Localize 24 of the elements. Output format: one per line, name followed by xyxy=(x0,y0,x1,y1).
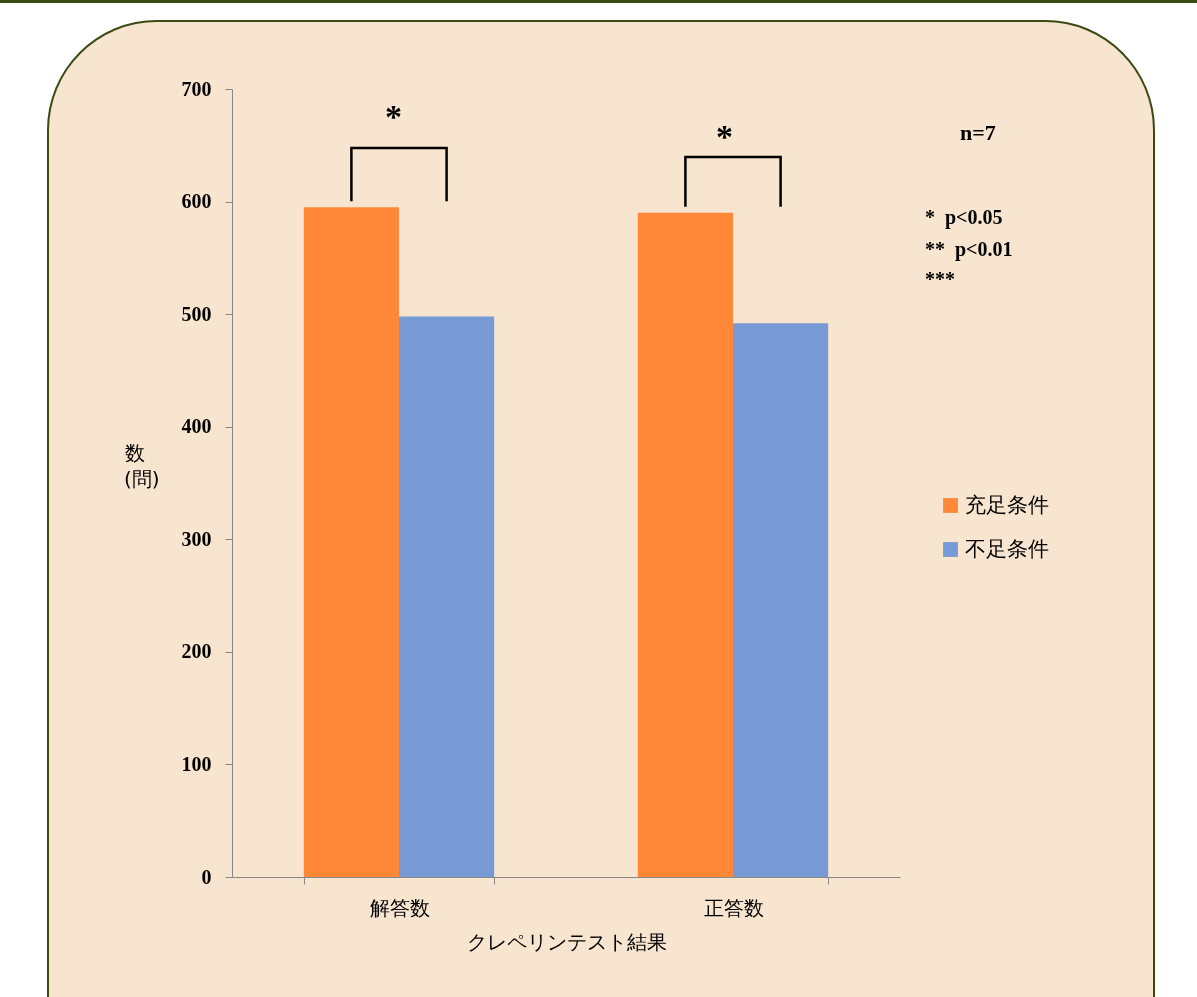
bar xyxy=(733,323,829,877)
text: * p<0.05 xyxy=(925,206,1003,229)
bar xyxy=(303,207,399,877)
annotation: * xyxy=(716,118,733,156)
y-tick-label: 200 xyxy=(181,640,212,663)
y-tick-label: 0 xyxy=(201,865,212,888)
y-tick-label: 700 xyxy=(181,77,212,100)
text: ** p<0.01 xyxy=(925,238,1013,261)
y-tick-label: 100 xyxy=(181,752,212,775)
bar xyxy=(399,316,495,877)
legend-label: 充足条件 xyxy=(965,492,1049,517)
annotation: * xyxy=(385,98,402,136)
x-tick-label: 正答数 xyxy=(703,895,764,920)
x-tick-label: 解答数 xyxy=(369,895,430,920)
legend-label: 不足条件 xyxy=(965,536,1049,561)
y-tick-label: 300 xyxy=(181,527,212,550)
text: *** xyxy=(925,268,955,291)
y-tick-label: 600 xyxy=(181,190,212,213)
y-axis-title: 数(問) xyxy=(124,440,160,492)
y-tick-label: 400 xyxy=(181,415,212,438)
y-tick-label: 500 xyxy=(181,302,212,325)
text: n=7 xyxy=(960,120,996,146)
bar xyxy=(637,212,733,877)
x-axis-title: クレペリンテスト結果 xyxy=(466,929,667,954)
